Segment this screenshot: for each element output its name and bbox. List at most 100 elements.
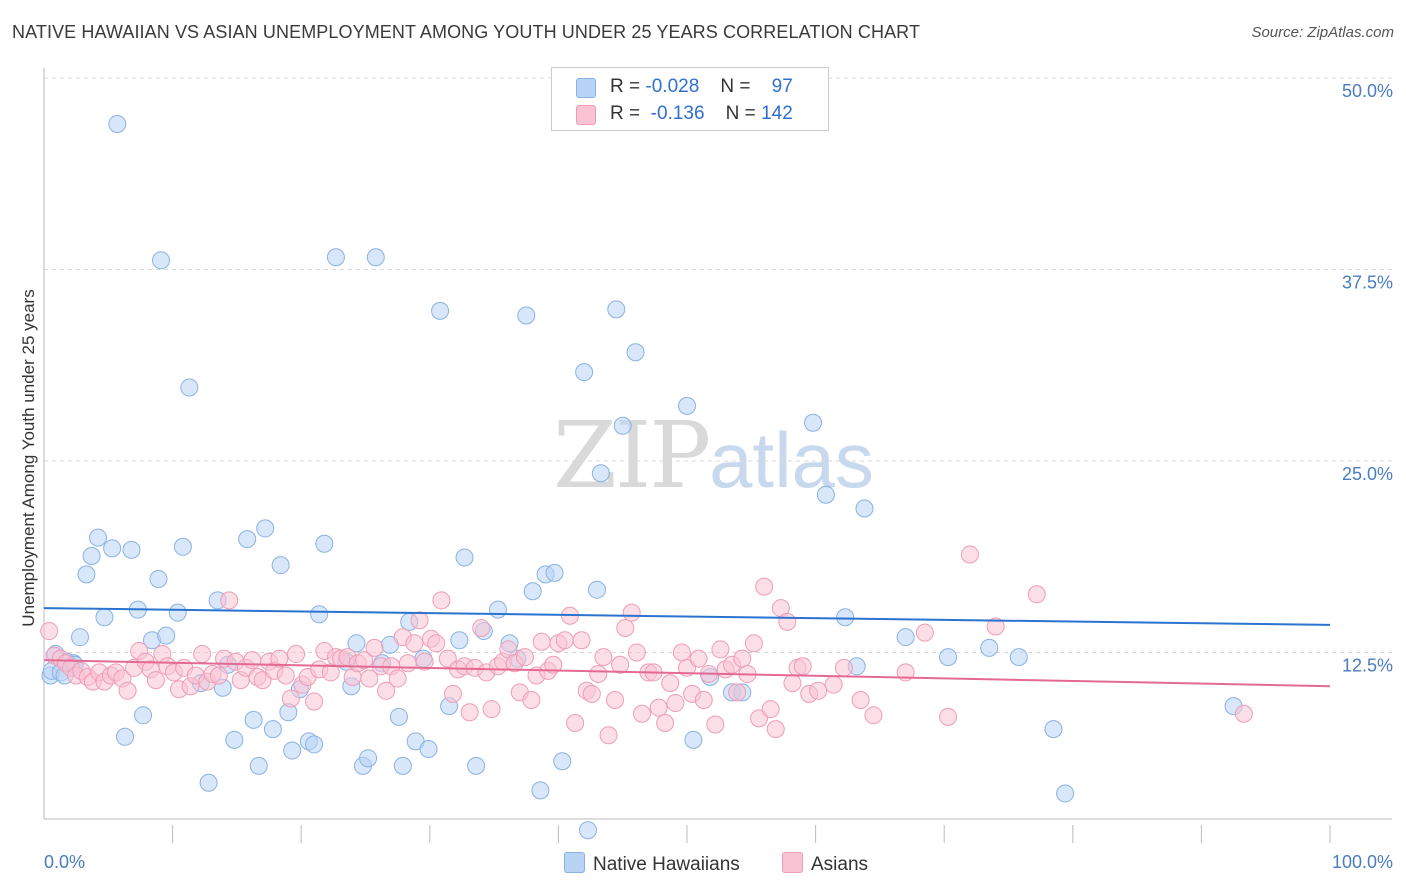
asians-point [594,648,613,667]
legend-r-label: R = [610,76,641,97]
native-hawaiians-point [366,248,385,267]
native-hawaiians-point [256,519,275,538]
asians-point [986,617,1005,636]
asians-point [305,692,324,711]
asians-point [851,690,870,709]
native-hawaiians-point [419,740,438,759]
native-hawaiians-point [180,378,199,397]
asians-point [778,612,797,631]
asians-point [566,713,585,732]
asians-point [605,690,624,709]
native-hawaiians-point [157,626,176,645]
native-hawaiians-point [1044,720,1063,739]
asians-point [661,674,680,693]
native-hawaiians-point [545,563,564,582]
stats-legend: R = -0.028 N = 97 R = -0.136 N = 142 [551,67,829,131]
native-hawaiians-point [122,540,141,559]
native-hawaiians-point [347,634,366,653]
asians-point [355,651,374,670]
native-hawaiians-point [896,628,915,647]
y-axis-label: Unemployment Among Youth under 25 years [19,289,38,626]
asians-point [672,643,691,662]
native-hawaiians-point [816,485,835,504]
asians-point [276,666,295,685]
asians-point [783,674,802,693]
asians-point [118,681,137,700]
asians-point [694,690,713,709]
asians-point [656,713,675,732]
bottom-legend-asians: Asians [782,852,868,876]
asians-points [40,545,1253,745]
native-hawaiians-point [607,300,626,319]
native-hawaiians-point [523,582,542,601]
asians-point [243,651,262,670]
asians-point [472,618,491,637]
asians-point [482,700,501,719]
native-hawaiians-point [836,608,855,627]
asians-point [515,648,534,667]
native-hawaiians-point [455,548,474,567]
asians-point [589,664,608,683]
native-hawaiians-point [553,752,572,771]
native-hawaiians-point [149,569,168,588]
asians-point [427,634,446,653]
asians-point [711,640,730,659]
asians-point [1027,585,1046,604]
asians-point [270,649,289,668]
native-hawaiians-point [431,301,450,320]
asians-point [405,634,424,653]
asians-point [744,634,763,653]
asians-point [689,649,708,668]
legend-n-label: N = [720,76,751,97]
asians-point [555,631,574,650]
native-hawaiians-point [249,756,268,775]
asians-point [939,707,958,726]
native-hawaiians-point [939,648,958,667]
native-hawaiians-point [103,539,122,558]
asians-point [809,681,828,700]
y-tick-labels: 12.5% 25.0% 37.5% 50.0% [1342,81,1393,676]
y-tick-label-2: 37.5% [1342,273,1393,293]
native-hawaiians-point [263,720,282,739]
legend-n-value: 97 [771,76,793,97]
asians-point [398,654,417,673]
asians-point [616,618,635,637]
native-hawaiians-point [116,727,135,746]
asians-point [915,623,934,642]
native-hawaiians-point [283,741,302,760]
asians-point [733,649,752,668]
asians-point [532,632,551,651]
asians-point [365,638,384,657]
legend-r-value: -0.028 [645,76,700,97]
asians-trend-line [43,659,1331,688]
native-hawaiians-point [77,565,96,584]
native-hawaiians-point [855,499,874,518]
native-hawaiians-point [1009,648,1028,667]
asians-point [622,603,641,622]
bottom-legend-label: Native Hawaiians [593,854,740,875]
asians-point [360,669,379,688]
native-hawaiians-point [575,363,594,382]
native-hawaiians-point [450,631,469,650]
watermark-zip: ZIP [553,402,711,509]
native-hawaiians-point [467,756,486,775]
gridlines [44,77,1392,653]
native-hawaiians-point [578,821,597,840]
native-hawaiians-point [1056,784,1075,803]
asians-point [632,704,651,723]
native-hawaiians-point [82,546,101,565]
bottom-legend-swatch-blue [564,852,585,873]
native-hawaiians-point [173,537,192,556]
asians-point [793,657,812,676]
asians-point [522,690,541,709]
asians-point [761,700,780,719]
native-hawaiians-point [980,638,999,657]
native-hawaiians-point [315,534,334,553]
asians-point [960,545,979,564]
trend-lines [43,607,1331,688]
native-hawaiians-point [531,781,550,800]
asians-point [864,706,883,725]
native-hawaiians-point [587,580,606,599]
x-tick-label-100: 100.0% [1332,852,1393,872]
native-hawaiians-point [678,396,696,415]
